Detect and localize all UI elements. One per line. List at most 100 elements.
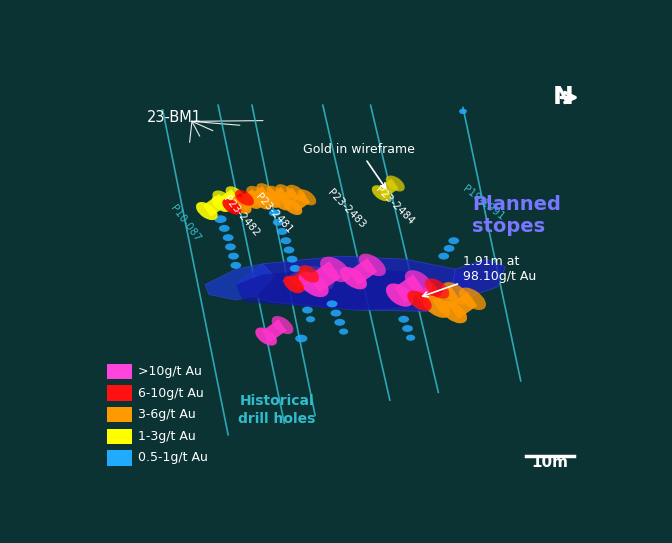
- Text: P23-2484: P23-2484: [373, 185, 415, 227]
- Bar: [108, 428, 132, 444]
- Ellipse shape: [219, 225, 230, 232]
- Ellipse shape: [372, 185, 391, 201]
- Polygon shape: [394, 274, 424, 302]
- Ellipse shape: [231, 197, 251, 214]
- Polygon shape: [308, 261, 341, 293]
- Polygon shape: [203, 194, 227, 217]
- Polygon shape: [236, 256, 470, 312]
- Ellipse shape: [254, 194, 271, 210]
- Ellipse shape: [290, 265, 300, 272]
- Ellipse shape: [335, 319, 345, 326]
- Polygon shape: [218, 190, 239, 209]
- Ellipse shape: [263, 193, 281, 208]
- Ellipse shape: [386, 175, 405, 192]
- Ellipse shape: [438, 252, 449, 260]
- Text: P10-087: P10-087: [169, 204, 202, 244]
- Text: Gold in wireframe: Gold in wireframe: [303, 143, 415, 188]
- Ellipse shape: [276, 184, 294, 199]
- Polygon shape: [452, 259, 505, 304]
- Polygon shape: [290, 268, 313, 290]
- Polygon shape: [415, 282, 442, 307]
- Polygon shape: [449, 292, 477, 319]
- Ellipse shape: [196, 202, 218, 220]
- Ellipse shape: [327, 300, 337, 307]
- Ellipse shape: [340, 267, 367, 289]
- Polygon shape: [349, 258, 377, 285]
- Polygon shape: [228, 193, 248, 212]
- Text: 23-BM1: 23-BM1: [147, 110, 202, 125]
- Ellipse shape: [230, 262, 241, 269]
- Ellipse shape: [273, 219, 284, 226]
- Ellipse shape: [320, 257, 350, 282]
- Text: P23-2483: P23-2483: [325, 187, 367, 230]
- Ellipse shape: [214, 216, 226, 223]
- Polygon shape: [282, 266, 340, 292]
- Ellipse shape: [440, 301, 467, 323]
- Ellipse shape: [284, 247, 294, 254]
- Ellipse shape: [297, 190, 317, 205]
- Ellipse shape: [407, 291, 431, 311]
- Ellipse shape: [255, 327, 277, 345]
- Polygon shape: [289, 192, 310, 212]
- Polygon shape: [278, 188, 300, 207]
- Polygon shape: [262, 319, 286, 342]
- Ellipse shape: [425, 279, 450, 299]
- Bar: [108, 386, 132, 401]
- Ellipse shape: [359, 254, 386, 276]
- Text: N: N: [552, 85, 573, 110]
- Ellipse shape: [280, 237, 291, 244]
- Text: 3-6g/t Au: 3-6g/t Au: [138, 408, 196, 421]
- Bar: [108, 364, 132, 380]
- Polygon shape: [378, 179, 398, 198]
- Ellipse shape: [235, 190, 254, 206]
- Ellipse shape: [386, 283, 413, 307]
- Ellipse shape: [222, 234, 234, 241]
- Ellipse shape: [448, 237, 459, 244]
- Ellipse shape: [459, 109, 467, 114]
- Text: 6-10g/t Au: 6-10g/t Au: [138, 387, 204, 400]
- Polygon shape: [237, 189, 261, 211]
- Ellipse shape: [459, 288, 486, 310]
- Text: 1.91m at
98.10g/t Au: 1.91m at 98.10g/t Au: [423, 255, 536, 297]
- Ellipse shape: [286, 185, 305, 201]
- Bar: [108, 407, 132, 422]
- Ellipse shape: [273, 194, 292, 211]
- Ellipse shape: [271, 316, 294, 334]
- Ellipse shape: [269, 210, 280, 217]
- Ellipse shape: [398, 316, 409, 323]
- Ellipse shape: [266, 186, 284, 200]
- Ellipse shape: [298, 272, 329, 297]
- Polygon shape: [431, 287, 460, 313]
- Ellipse shape: [277, 228, 288, 235]
- Ellipse shape: [287, 256, 298, 263]
- Ellipse shape: [302, 307, 313, 313]
- Text: 0.5-1g/t Au: 0.5-1g/t Au: [138, 451, 208, 464]
- Text: Planned
stopes: Planned stopes: [472, 195, 561, 236]
- Ellipse shape: [284, 276, 304, 293]
- Ellipse shape: [295, 334, 308, 342]
- Text: >10g/t Au: >10g/t Au: [138, 365, 202, 378]
- Ellipse shape: [284, 199, 302, 215]
- Ellipse shape: [226, 186, 245, 202]
- Ellipse shape: [339, 329, 348, 334]
- Bar: [108, 450, 132, 465]
- Polygon shape: [269, 187, 288, 205]
- Ellipse shape: [228, 252, 239, 260]
- Polygon shape: [236, 267, 463, 310]
- Text: 1-3g/t Au: 1-3g/t Au: [138, 430, 196, 443]
- Text: Historical
drill holes: Historical drill holes: [238, 394, 315, 426]
- Text: P19-1991: P19-1991: [460, 184, 506, 223]
- Text: 10m: 10m: [532, 455, 569, 470]
- Ellipse shape: [256, 183, 276, 199]
- Ellipse shape: [331, 310, 341, 317]
- Ellipse shape: [402, 325, 413, 332]
- Text: P23-2481: P23-2481: [254, 192, 294, 236]
- Text: P23-2482: P23-2482: [222, 194, 261, 239]
- Polygon shape: [205, 264, 274, 300]
- Ellipse shape: [405, 270, 432, 293]
- Ellipse shape: [225, 243, 236, 250]
- Polygon shape: [259, 188, 279, 207]
- Ellipse shape: [442, 282, 469, 305]
- Ellipse shape: [406, 334, 415, 341]
- Ellipse shape: [243, 193, 261, 209]
